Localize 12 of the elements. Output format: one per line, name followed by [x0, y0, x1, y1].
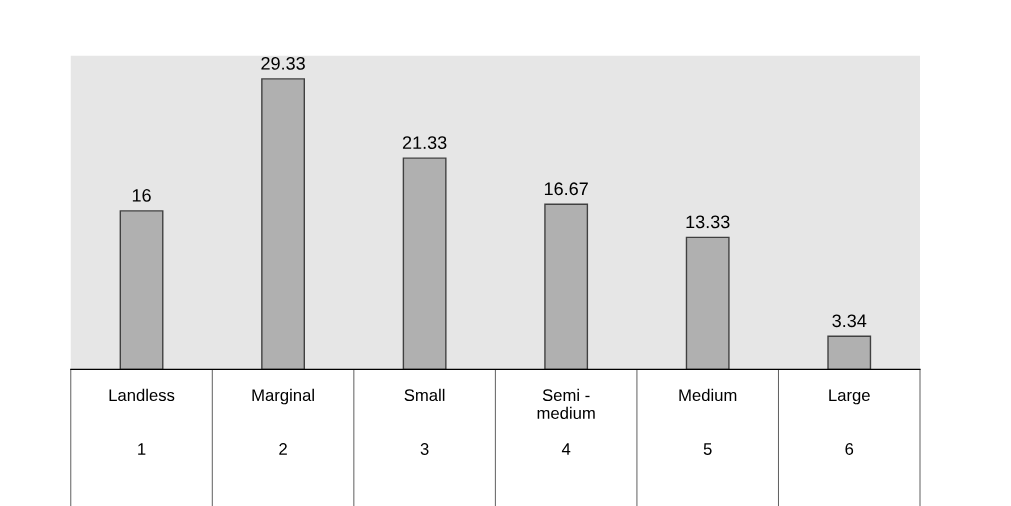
- category-label: Marginal 2: [252, 388, 314, 455]
- data-label: 29.33: [261, 56, 305, 70]
- data-label: 16: [132, 189, 151, 202]
- data-label: 3.34: [832, 314, 867, 328]
- category-label: Landless 1: [109, 388, 175, 455]
- data-label: 13.33: [686, 215, 730, 229]
- category-label: Large 6: [829, 389, 870, 455]
- category-label: Small 3: [404, 388, 445, 455]
- data-label: 16.67: [544, 182, 588, 196]
- category-label: Semi - medium 4: [537, 388, 595, 455]
- data-label: 21.33: [402, 136, 447, 150]
- category-label: Medium 5: [679, 388, 737, 455]
